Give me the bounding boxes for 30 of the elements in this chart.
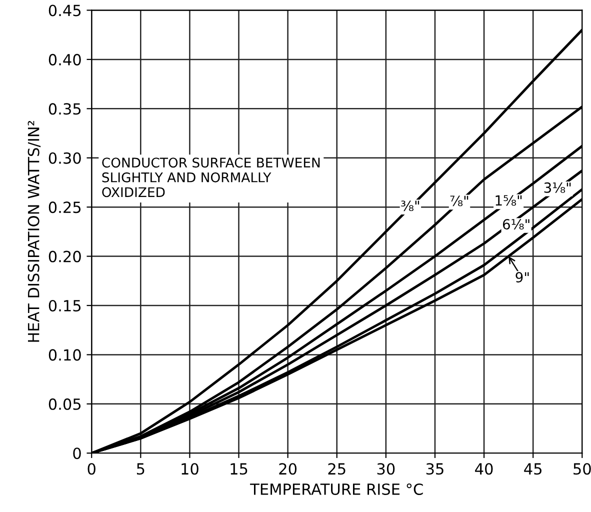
y-tick-label: 0.05 bbox=[48, 398, 81, 410]
x-tick-label: 10 bbox=[182, 463, 198, 475]
y-tick-label: 0.25 bbox=[48, 202, 81, 214]
x-tick-label: 50 bbox=[574, 463, 591, 475]
series-label: ⅞" bbox=[450, 196, 468, 206]
y-tick-label: 0.45 bbox=[48, 4, 81, 16]
x-tick-label: 0 bbox=[88, 463, 96, 475]
y-tick-label: 0.30 bbox=[48, 152, 81, 164]
x-axis-title: TEMPERATURE RISE °C bbox=[250, 483, 423, 496]
series-label: 1⅝" bbox=[496, 195, 522, 206]
y-tick-label: 0.15 bbox=[48, 300, 81, 312]
series-label: 6⅛" bbox=[502, 219, 530, 230]
x-tick-label: 25 bbox=[328, 463, 346, 475]
x-tick-label: 40 bbox=[475, 463, 493, 475]
x-tick-label: 5 bbox=[136, 463, 144, 475]
y-tick-label: 0 bbox=[73, 448, 81, 460]
x-tick-label: 35 bbox=[426, 463, 444, 475]
y-tick-label: 0.40 bbox=[48, 54, 81, 66]
series-label: 9" bbox=[516, 272, 529, 283]
x-tick-label: 45 bbox=[524, 463, 542, 475]
x-tick-label: 15 bbox=[230, 463, 248, 475]
annotation: CONDUCTOR SURFACE BETWEEN SLIGHTLY AND NORMALLY OXIDIZED bbox=[102, 158, 320, 198]
series-label: ⅜" bbox=[401, 200, 420, 212]
series-label: 3⅛" bbox=[544, 182, 571, 193]
y-tick-label: 0.20 bbox=[48, 250, 81, 262]
x-tick-label: 20 bbox=[279, 463, 297, 475]
y-tick-label: 0.10 bbox=[48, 349, 81, 361]
y-axis-title: HEAT DISSIPATION WATTS/IN² bbox=[28, 121, 41, 342]
x-tick-label: 30 bbox=[377, 463, 395, 475]
y-tick-label: 0.35 bbox=[48, 103, 81, 115]
